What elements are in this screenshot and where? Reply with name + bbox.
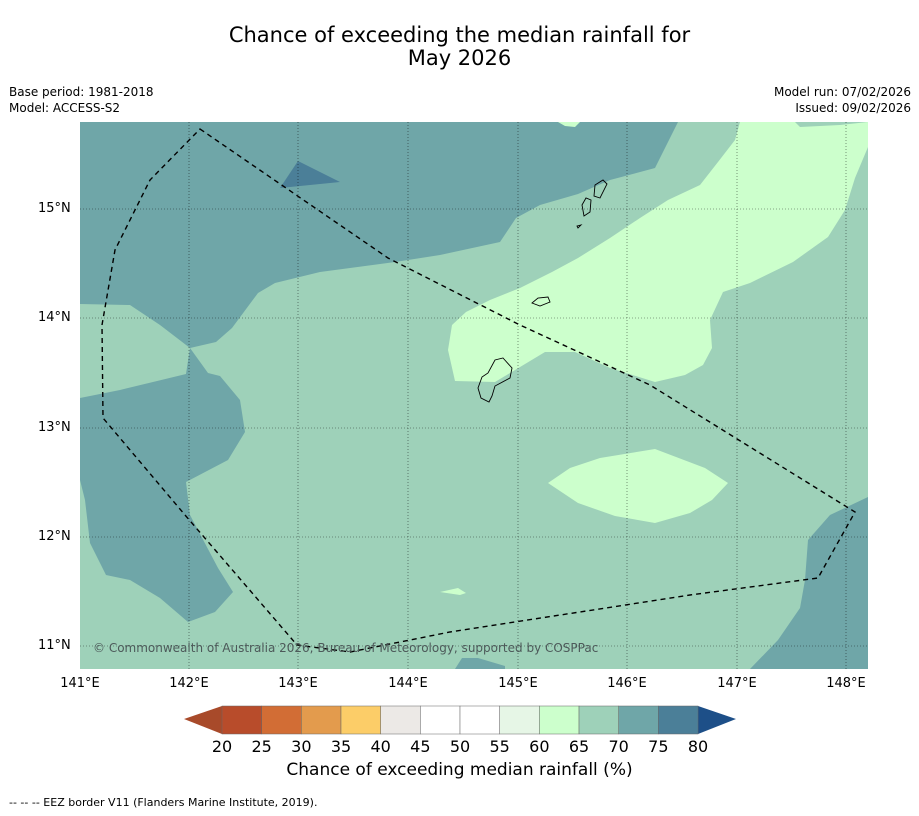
lat-label-12n: 12°N <box>38 529 71 544</box>
rainfall-map <box>80 122 868 669</box>
meta-left: Base period: 1981-2018 Model: ACCESS-S2 <box>9 84 154 116</box>
lon-label-145e: 145°E <box>498 676 538 691</box>
colorbar <box>184 705 736 735</box>
model-run-text: Model run: 07/02/2026 <box>773 85 911 99</box>
lat-label-14n: 14°N <box>38 310 71 325</box>
lon-label-148e: 148°E <box>826 676 866 691</box>
region-60-65-small <box>440 588 466 595</box>
lon-label-143e: 143°E <box>278 676 318 691</box>
colorbar-segment <box>499 705 540 735</box>
lat-label-15n: 15°N <box>38 201 71 216</box>
graticule <box>80 122 868 669</box>
colorbar-segment <box>618 705 659 735</box>
region-70-75-west <box>80 348 245 622</box>
colorbar-tick-label: 75 <box>648 737 669 756</box>
colorbar-segment <box>261 705 302 735</box>
colorbar-tick-label: 50 <box>449 737 471 756</box>
lon-label-144e: 144°E <box>388 676 428 691</box>
island-aguijan <box>576 224 583 229</box>
map-title-line2: May 2026 <box>407 46 512 70</box>
colorbar-segment <box>340 705 381 735</box>
region-75-80-north <box>280 161 340 188</box>
meta-right: Model run: 07/02/2026 Issued: 09/02/2026 <box>774 84 911 116</box>
colorbar-tick-label: 60 <box>529 737 550 756</box>
colorbar-segment <box>539 705 580 735</box>
eez-footnote: -- -- -- EEZ border V11 (Flanders Marine… <box>9 796 318 809</box>
region-60-65-northeast <box>448 122 868 382</box>
colorbar-segment <box>658 705 699 735</box>
colorbar-tick-label: 70 <box>608 737 629 756</box>
map-title-line1: Chance of exceeding the median rainfall … <box>228 23 691 47</box>
colorbar-tick-label: 55 <box>489 737 510 756</box>
region-60-65-top <box>558 122 580 127</box>
island-rota <box>531 296 551 307</box>
colorbar-segment <box>459 705 500 735</box>
region-60-65-central <box>548 449 728 523</box>
colorbar-tick-label: 35 <box>330 737 352 756</box>
region-70-75-northwest <box>80 122 678 348</box>
island-guam <box>477 357 513 403</box>
colorbar-low-arrow <box>184 706 222 734</box>
colorbar-tick-label: 20 <box>211 737 233 756</box>
colorbar-segment <box>420 705 461 735</box>
colorbar-segment <box>578 705 619 735</box>
lon-label-146e: 146°E <box>607 676 647 691</box>
lat-label-11n: 11°N <box>38 638 71 653</box>
base-period-text: Base period: 1981-2018 <box>9 85 154 99</box>
copyright-text: © Commonwealth of Australia 2026, Bureau… <box>93 641 599 655</box>
lon-label-147e: 147°E <box>717 676 757 691</box>
colorbar-tick-label: 40 <box>370 737 391 756</box>
colorbar-tick-label: 45 <box>410 737 431 756</box>
island-saipan <box>593 179 608 199</box>
island-tinian <box>581 197 592 217</box>
region-70-75-south <box>455 658 505 669</box>
issued-text: Issued: 09/02/2026 <box>795 101 911 115</box>
colorbar-segment <box>380 705 421 735</box>
lat-label-13n: 13°N <box>38 420 71 435</box>
colorbar-high-arrow <box>698 706 736 734</box>
region-70-75-southeast <box>750 497 868 669</box>
colorbar-tick-label: 25 <box>251 737 272 756</box>
colorbar-segment <box>221 705 262 735</box>
colorbar-title: Chance of exceeding median rainfall (%) <box>286 760 633 780</box>
colorbar-tick-label: 65 <box>568 737 590 756</box>
colorbar-tick-label: 30 <box>291 737 312 756</box>
colorbar-segment <box>301 705 342 735</box>
lon-label-142e: 142°E <box>169 676 209 691</box>
lon-label-141e: 141°E <box>60 676 100 691</box>
model-text: Model: ACCESS-S2 <box>9 101 121 115</box>
colorbar-tick-label: 80 <box>687 737 709 756</box>
eez-border <box>101 128 856 653</box>
